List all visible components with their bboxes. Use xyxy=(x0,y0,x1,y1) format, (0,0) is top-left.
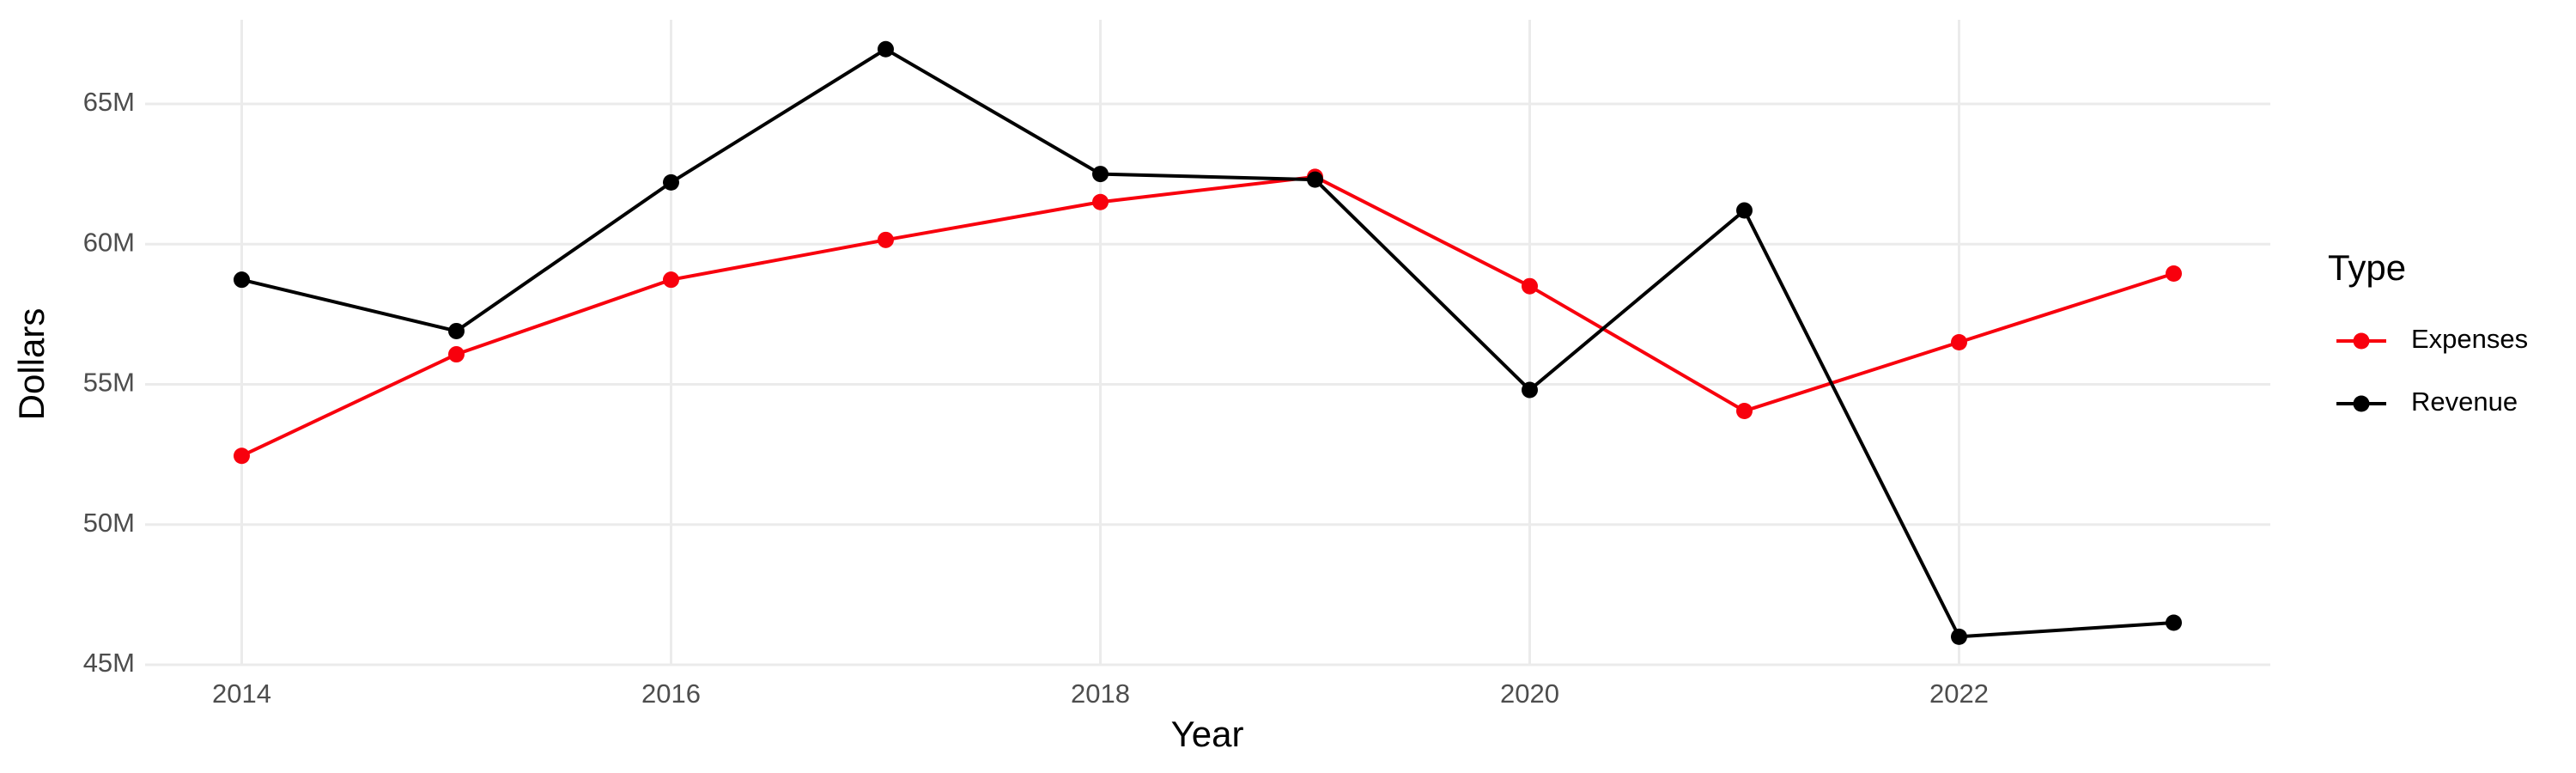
data-point xyxy=(1951,334,1967,350)
data-point xyxy=(878,231,894,248)
y-tick-label: 55M xyxy=(83,368,135,398)
data-point xyxy=(2166,614,2182,631)
data-point xyxy=(1307,171,1323,188)
data-point xyxy=(1951,628,1967,645)
data-point xyxy=(1736,402,1753,419)
legend-key-point xyxy=(2353,332,2370,350)
legend-label: Expenses xyxy=(2411,324,2528,354)
legend-label: Revenue xyxy=(2411,386,2518,417)
data-point xyxy=(2166,265,2182,283)
x-axis-title: Year xyxy=(1171,714,1244,754)
data-point xyxy=(1522,277,1538,295)
series-line xyxy=(240,174,2175,458)
data-point xyxy=(448,322,465,339)
series-line xyxy=(241,46,2174,639)
x-tick-label: 2014 xyxy=(212,679,271,709)
data-point xyxy=(234,271,250,289)
y-axis-title: Dollars xyxy=(11,308,52,421)
legend-key-point xyxy=(2353,395,2370,412)
data-point xyxy=(448,346,465,363)
y-tick-label: 60M xyxy=(83,227,135,257)
legend-title: Type xyxy=(2328,247,2406,288)
x-tick-label: 2022 xyxy=(1929,679,1989,709)
data-point xyxy=(663,173,679,191)
y-tick-label: 45M xyxy=(83,648,135,678)
x-tick-label: 2018 xyxy=(1071,679,1130,709)
data-point xyxy=(1736,202,1753,219)
data-point xyxy=(663,271,679,289)
y-tick-label: 50M xyxy=(83,508,135,538)
x-tick-label: 2016 xyxy=(641,679,701,709)
data-point xyxy=(1092,193,1109,210)
y-tick-label: 65M xyxy=(83,87,135,117)
x-tick-label: 2020 xyxy=(1500,679,1559,709)
data-point xyxy=(878,40,894,58)
data-point xyxy=(1092,166,1109,183)
data-point xyxy=(234,447,250,465)
data-point xyxy=(1522,381,1538,399)
